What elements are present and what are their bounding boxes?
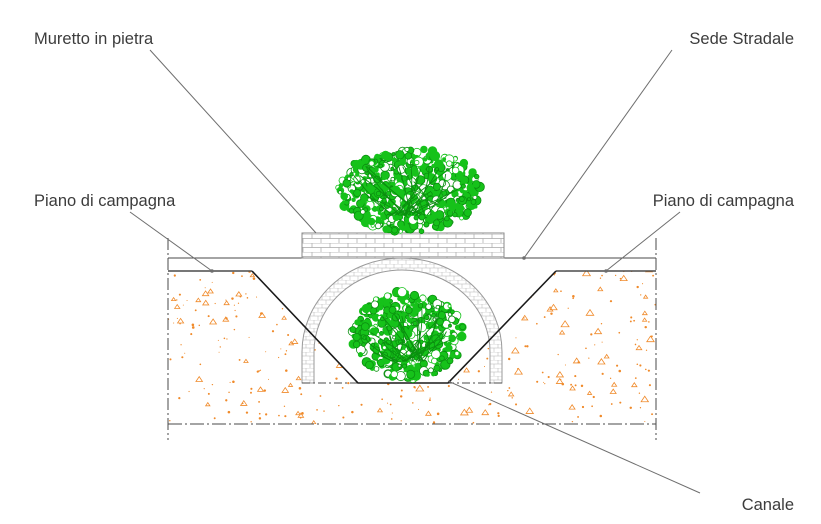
leader-ground-left (129, 211, 213, 272)
label-channel: Canale (741, 496, 794, 514)
tree-canopy-icon (335, 145, 485, 236)
leader-ground-right (605, 211, 681, 272)
label-road: Sede Stradale (689, 30, 794, 48)
leader-channel (447, 380, 701, 494)
label-stone-wall: Muretto in pietra (34, 30, 154, 48)
label-ground-right: Piano di campagna (652, 192, 794, 210)
stone-wall (301, 232, 505, 259)
label-ground-left: Piano di campagna (34, 192, 176, 210)
tree-canopy-icon (347, 286, 467, 383)
leader-road (523, 49, 673, 259)
leader-lines (129, 49, 701, 494)
leader-wall (149, 49, 317, 234)
canal-profile (251, 270, 557, 384)
